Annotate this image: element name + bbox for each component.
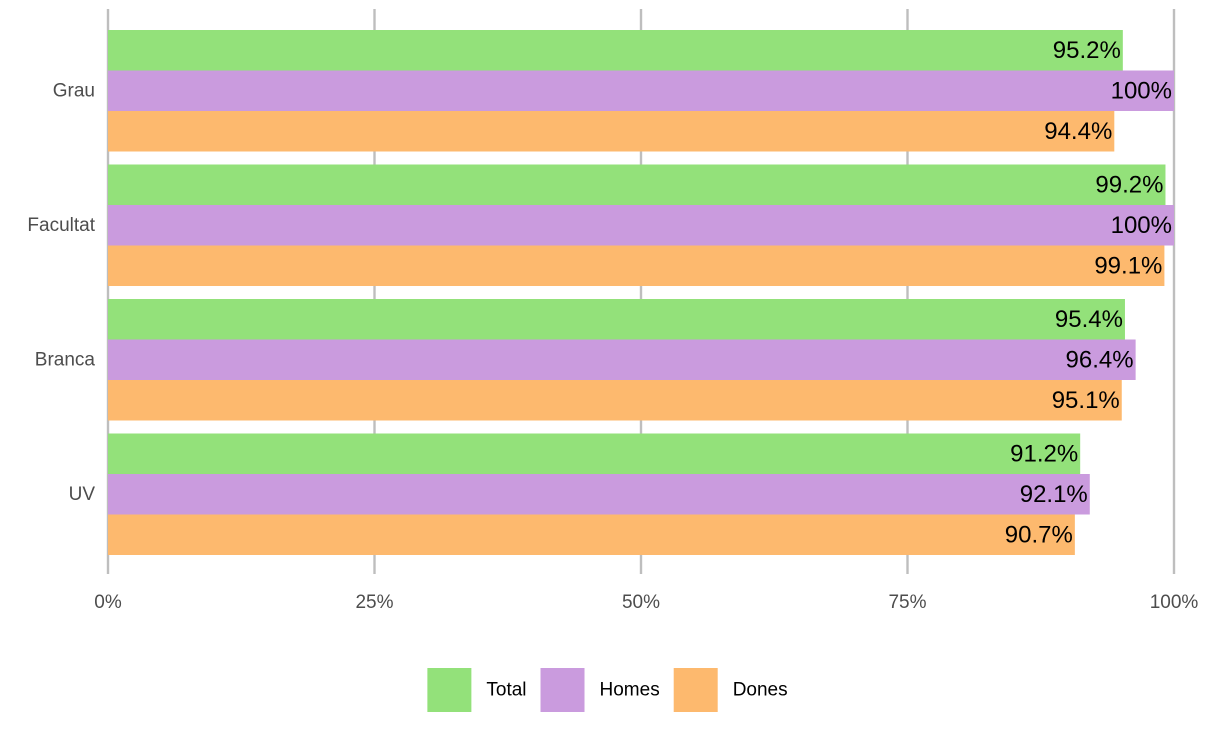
data-labels: 95.2% 100% 94.4% 99.2% 100% 99.1% 95.4% 96.4% 95… [1005, 37, 1172, 549]
data-label: 100% [1111, 77, 1172, 104]
data-label: 99.1% [1094, 252, 1162, 279]
x-tick-label: 0% [94, 592, 122, 613]
x-tick-label: 75% [888, 592, 926, 613]
bar-homes [108, 339, 1136, 380]
bars [108, 30, 1174, 555]
legend-label: Homes [600, 680, 660, 701]
data-label: 99.2% [1095, 171, 1163, 198]
data-label: 92.1% [1020, 481, 1088, 508]
legend-label: Dones [733, 680, 788, 701]
legend: Total Homes Dones [427, 668, 788, 712]
data-label: 94.4% [1044, 118, 1112, 145]
x-tick-label: 50% [622, 592, 660, 613]
y-tick-label: Branca [35, 349, 96, 370]
x-tick-label: 25% [355, 592, 393, 613]
data-label: 91.2% [1010, 440, 1078, 467]
y-tick-label: UV [69, 484, 96, 505]
bar-total [108, 299, 1125, 340]
legend-key-dones [673, 668, 718, 712]
y-tick-label: Grau [53, 80, 95, 101]
data-label: 95.1% [1052, 387, 1120, 414]
legend-key-total [427, 668, 472, 712]
axes: 0% 25% 50% 75% 100% Grau Facultat Branca UV [27, 80, 1198, 613]
legend-key-homes [540, 668, 585, 712]
bar-dones [108, 514, 1075, 555]
bar-dones [108, 245, 1165, 286]
data-label: 90.7% [1005, 521, 1073, 548]
bar-homes [108, 70, 1174, 111]
x-tick-label: 100% [1150, 592, 1199, 613]
bar-dones [108, 111, 1115, 152]
data-label: 95.2% [1053, 37, 1121, 64]
bar-total [108, 433, 1081, 474]
bar-total [108, 30, 1123, 71]
data-label: 96.4% [1066, 346, 1134, 373]
bar-homes [108, 474, 1090, 515]
legend-label: Total [486, 680, 526, 701]
bar-dones [108, 380, 1122, 421]
data-label: 95.4% [1055, 306, 1123, 333]
bar-homes [108, 205, 1174, 246]
y-tick-label: Facultat [27, 215, 95, 236]
data-label: 100% [1111, 212, 1172, 239]
bar-total [108, 164, 1166, 205]
